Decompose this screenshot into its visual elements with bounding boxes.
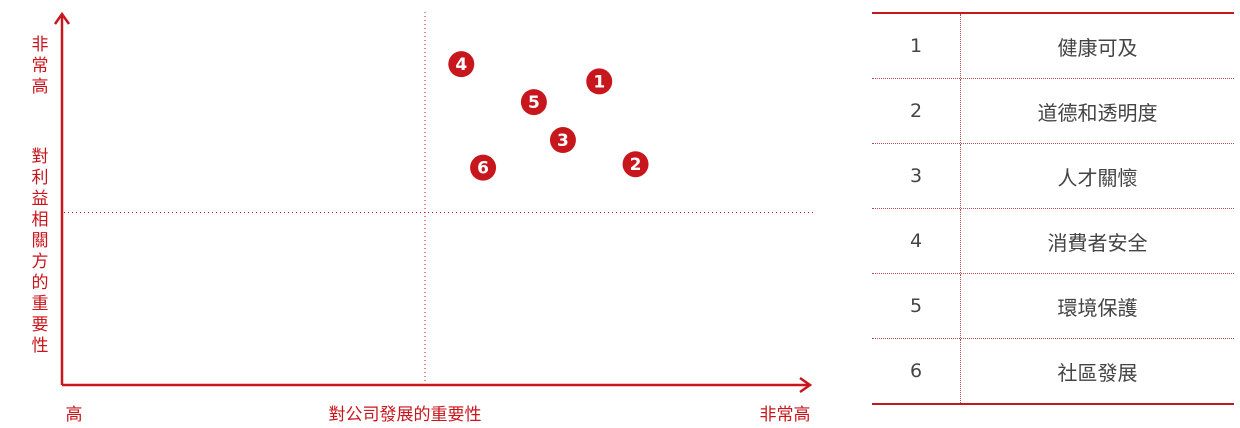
legend-num: 6 — [872, 339, 961, 403]
legend-num: 4 — [872, 209, 961, 273]
legend-table: 1 健康可及 2 道德和透明度 3 人才關懷 4 消費者安全 5 環境保護 6 … — [872, 12, 1234, 405]
data-point-3: 3 — [549, 127, 576, 154]
legend-label: 道德和透明度 — [1037, 100, 1158, 125]
point-marker — [470, 154, 497, 181]
legend-num: 5 — [872, 274, 961, 338]
legend-row: 4 消費者安全 — [872, 209, 1234, 274]
legend-row: 1 健康可及 — [872, 14, 1234, 79]
data-points: 1 2 3 4 5 6 — [448, 51, 649, 181]
point-marker — [520, 89, 547, 116]
point-marker — [622, 151, 649, 178]
legend-num: 1 — [872, 14, 961, 78]
data-point-6: 6 — [470, 154, 497, 181]
legend-num: 3 — [872, 144, 961, 208]
point-marker — [549, 127, 576, 154]
point-label: 6 — [477, 159, 489, 179]
x-low-label: 高 — [66, 405, 83, 425]
legend-row: 6 社區發展 — [872, 339, 1234, 405]
x-high-label: 非常高 — [760, 405, 811, 425]
legend-label: 社區發展 — [1057, 360, 1138, 385]
y-axis-arrow — [53, 11, 71, 25]
legend-row: 2 道德和透明度 — [872, 79, 1234, 144]
data-point-1: 1 — [586, 68, 613, 95]
legend-label: 環境保護 — [1057, 295, 1138, 320]
legend-row: 5 環境保護 — [872, 274, 1234, 339]
point-label: 2 — [630, 155, 642, 175]
point-marker — [448, 51, 475, 78]
x-axis-title: 對公司發展的重要性 — [329, 405, 482, 425]
point-marker — [586, 68, 613, 95]
data-point-5: 5 — [520, 89, 547, 116]
legend-label: 健康可及 — [1057, 35, 1138, 60]
legend-label: 人才關懷 — [1057, 165, 1138, 190]
y-high-label: 非常高 — [32, 35, 49, 97]
legend-row: 3 人才關懷 — [872, 144, 1234, 209]
materiality-chart: 非常高 對利益相關方的重要性 高 對公司發展的重要性 非常高 1 2 3 4 5 6 — [32, 11, 815, 425]
y-axis-title: 對利益相關方的重要性 — [32, 147, 49, 356]
point-label: 5 — [528, 93, 540, 113]
x-axis-arrow — [799, 376, 813, 394]
data-point-4: 4 — [448, 51, 475, 78]
legend-num: 2 — [872, 79, 961, 143]
legend-label: 消費者安全 — [1047, 230, 1148, 255]
point-label: 3 — [557, 131, 569, 151]
point-label: 1 — [593, 72, 605, 92]
data-point-2: 2 — [622, 151, 649, 178]
point-label: 4 — [455, 55, 467, 75]
